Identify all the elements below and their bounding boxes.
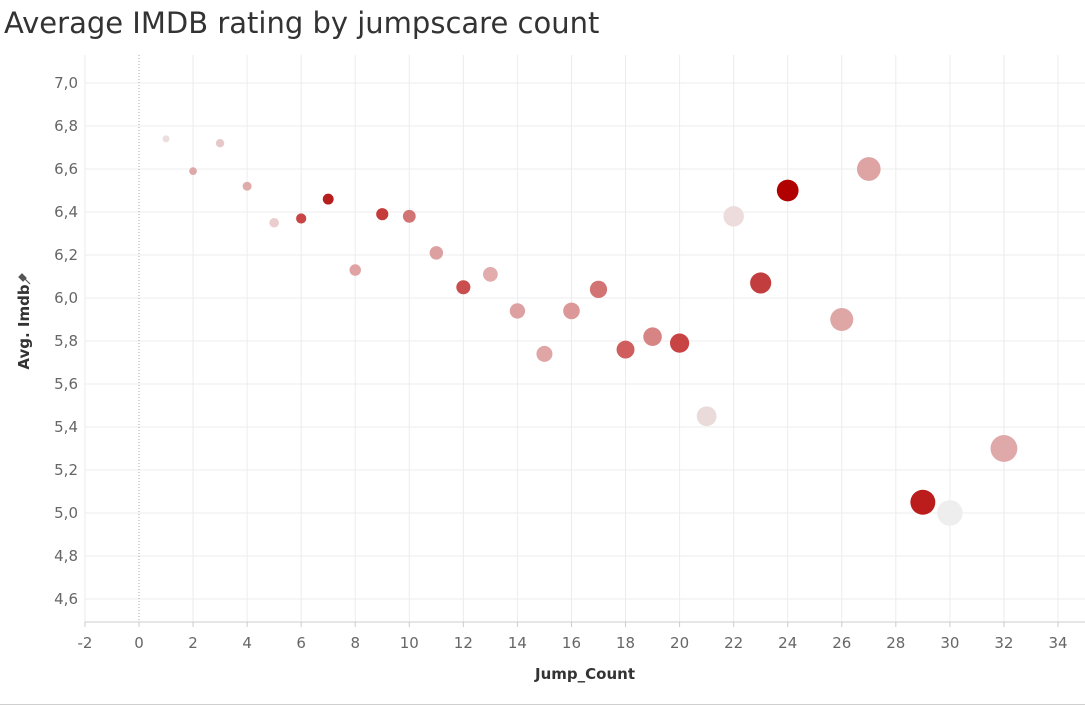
y-tick-label: 4,8 — [54, 547, 78, 565]
y-tick-label: 6,6 — [54, 160, 78, 178]
scatter-point[interactable] — [910, 489, 936, 515]
x-axis-title: Jump_Count — [534, 665, 635, 683]
scatter-point[interactable] — [643, 327, 662, 346]
scatter-point[interactable] — [162, 135, 170, 143]
y-axis-title: Avg. Imdb — [15, 284, 33, 369]
data-points — [162, 135, 1018, 526]
y-tick-labels: 4,6 4,8 5,0 5,2 5,4 5,6 5,8 6,0 6,2 6,4 6,6 6,8 7,0 — [54, 74, 78, 608]
y-tick-label: 5,2 — [54, 461, 78, 479]
x-tick-labels: -2 0 2 4 6 8 10 12 14 16 18 20 22 24 26 28 30 32 34 — [77, 634, 1067, 652]
scatter-point[interactable] — [669, 333, 690, 353]
x-tick-label: 20 — [670, 634, 689, 652]
scatter-point[interactable] — [456, 280, 471, 295]
scatter-point[interactable] — [563, 302, 580, 320]
x-tick-label: 28 — [886, 634, 905, 652]
scatter-point[interactable] — [937, 500, 963, 526]
y-tick-label: 6,2 — [54, 246, 78, 264]
y-tick-label: 5,6 — [54, 375, 78, 393]
x-tick-label: 32 — [994, 634, 1013, 652]
x-tick-label: 12 — [454, 634, 473, 652]
y-tick-label: 4,6 — [54, 590, 78, 608]
scatter-point[interactable] — [349, 264, 361, 276]
pin-icon[interactable] — [18, 273, 31, 285]
scatter-point[interactable] — [830, 307, 854, 332]
scatter-point[interactable] — [376, 208, 389, 221]
scatter-point[interactable] — [269, 217, 279, 228]
scatter-point[interactable] — [856, 157, 881, 181]
x-tick-label: 6 — [296, 634, 306, 652]
x-tick-label: 30 — [940, 634, 959, 652]
scatter-point[interactable] — [322, 193, 334, 205]
x-tick-label: 22 — [724, 634, 743, 652]
scatter-point[interactable] — [616, 340, 635, 359]
scatter-point[interactable] — [402, 209, 416, 223]
scatter-point[interactable] — [189, 167, 197, 175]
x-tick-label: 8 — [350, 634, 360, 652]
x-tick-label: 2 — [188, 634, 198, 652]
scatter-point[interactable] — [429, 246, 444, 260]
x-tick-label: 24 — [778, 634, 797, 652]
y-axis-title-group[interactable]: Avg. Imdb — [15, 273, 33, 370]
x-tick-label: 18 — [616, 634, 635, 652]
scatter-point[interactable] — [776, 179, 799, 202]
scatter-point[interactable] — [483, 266, 498, 282]
x-tick-label: 34 — [1048, 634, 1067, 652]
x-tick-label: -2 — [77, 634, 92, 652]
y-tick-label: 6,4 — [54, 203, 78, 221]
y-tick-label: 6,8 — [54, 117, 78, 135]
scatter-point[interactable] — [723, 206, 744, 227]
x-tick-label: 16 — [562, 634, 581, 652]
y-tick-label: 7,0 — [54, 74, 78, 92]
x-tick-label: 0 — [134, 634, 144, 652]
y-tick-label: 5,8 — [54, 332, 78, 350]
scatter-point[interactable] — [215, 139, 225, 148]
scatter-point[interactable] — [990, 435, 1018, 462]
scatter-point[interactable] — [242, 181, 252, 191]
x-tick-label: 4 — [242, 634, 252, 652]
scatter-point[interactable] — [296, 213, 307, 224]
scatter-point[interactable] — [750, 272, 772, 294]
y-tick-label: 5,4 — [54, 418, 78, 436]
scatter-point[interactable] — [536, 345, 553, 362]
x-tick-label: 10 — [400, 634, 419, 652]
y-tick-label: 5,0 — [54, 504, 78, 522]
scatter-point[interactable] — [696, 406, 717, 427]
x-tick-label: 14 — [508, 634, 527, 652]
scatter-point[interactable] — [509, 303, 526, 319]
grid-lines — [84, 55, 1085, 627]
chart-title: Average IMDB rating by jumpscare count — [4, 6, 600, 40]
x-tick-label: 26 — [832, 634, 851, 652]
scatter-point[interactable] — [589, 280, 608, 299]
y-tick-label: 6,0 — [54, 289, 78, 307]
